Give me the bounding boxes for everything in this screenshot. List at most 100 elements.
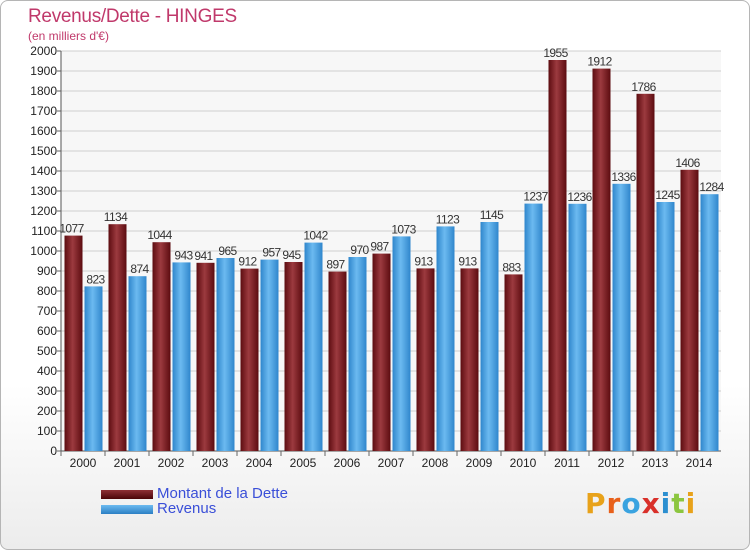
bar-layer: [64, 60, 719, 452]
legend-label-debt: Montant de la Dette: [157, 485, 288, 502]
revenue-value-label: 1145: [480, 208, 504, 222]
logo-letter: i: [685, 487, 697, 520]
legend-label-revenue: Revenus: [157, 500, 217, 517]
debt-value-label: 941: [194, 249, 213, 263]
x-tick-label: 2008: [422, 456, 449, 470]
revenue-bar: [216, 258, 235, 451]
revenue-bar: [128, 276, 147, 451]
revenue-bar: [304, 242, 323, 451]
debt-value-label: 912: [238, 255, 257, 269]
x-tick-label: 2007: [378, 456, 405, 470]
debt-value-label: 913: [414, 254, 433, 268]
y-tick-label: 1100: [31, 224, 57, 238]
debt-bar: [548, 60, 567, 451]
revenue-value-label: 1336: [611, 170, 636, 184]
y-tick-label: 600: [37, 324, 57, 338]
revenue-bar: [84, 286, 103, 451]
y-tick-label: 2000: [30, 44, 57, 58]
debt-bar: [284, 262, 303, 451]
debt-bar: [328, 271, 347, 451]
logo-letter: P: [585, 487, 607, 520]
revenue-value-label: 1236: [567, 190, 592, 204]
debt-value-label: 1406: [675, 156, 700, 170]
x-tick-label: 2006: [334, 456, 361, 470]
debt-value-label: 883: [502, 260, 521, 274]
revenue-value-label: 1042: [303, 229, 328, 243]
y-tick-label: 300: [37, 384, 57, 398]
x-tick-label: 2002: [158, 456, 185, 470]
revenue-bar: [392, 236, 411, 451]
y-tick-label: 0: [50, 444, 57, 458]
debt-value-label: 1044: [147, 228, 172, 242]
y-tick-label: 900: [37, 264, 57, 278]
revenue-value-label: 1245: [655, 188, 680, 202]
legend-swatch-debt: [101, 490, 153, 499]
x-tick-label: 2013: [642, 456, 669, 470]
y-tick-label: 1200: [30, 204, 57, 218]
y-tick-label: 800: [37, 284, 57, 298]
x-tick-label: 2010: [510, 456, 537, 470]
revenue-bar: [612, 183, 631, 452]
logo-letter: r: [606, 487, 622, 520]
debt-bar: [416, 268, 435, 451]
revenue-bar: [436, 226, 455, 451]
revenue-bar: [700, 194, 719, 451]
debt-bar: [460, 268, 479, 451]
x-tick-label: 2000: [70, 456, 97, 470]
logo-letter: i: [660, 487, 672, 520]
y-tick-label: 1500: [30, 144, 57, 158]
y-tick-label: 100: [37, 424, 57, 438]
logo-letter: x: [641, 487, 661, 520]
proxiti-logo: Proxiti: [585, 487, 696, 520]
revenue-bar: [172, 262, 191, 451]
debt-bar: [592, 68, 611, 451]
y-tick-label: 700: [37, 304, 57, 318]
debt-bar: [504, 274, 523, 451]
debt-bar: [636, 93, 655, 452]
x-tick-label: 2011: [554, 456, 580, 470]
debt-value-label: 1077: [59, 222, 84, 236]
debt-value-label: 1134: [104, 210, 128, 224]
y-tick-label: 500: [37, 344, 57, 358]
debt-value-label: 897: [326, 258, 345, 272]
revenue-value-label: 965: [218, 244, 237, 258]
debt-value-label: 987: [370, 240, 389, 254]
revenue-value-label: 957: [262, 246, 281, 260]
y-tick-label: 1300: [30, 184, 57, 198]
x-tick-label: 2009: [466, 456, 493, 470]
chart-title: Revenus/Dette - HINGES: [28, 6, 237, 27]
x-tick-label: 2003: [202, 456, 229, 470]
x-tick-label: 2012: [598, 456, 625, 470]
debt-bar: [680, 169, 699, 452]
y-tick-label: 1400: [30, 164, 57, 178]
logo-letter: o: [621, 487, 642, 520]
x-tick-label: 2004: [246, 456, 273, 470]
x-tick-label: 2001: [114, 456, 141, 470]
debt-value-label: 913: [458, 254, 477, 268]
debt-value-label: 1912: [587, 55, 612, 69]
revenue-bar: [568, 203, 587, 451]
debt-bar: [152, 242, 171, 451]
debt-bar: [108, 224, 127, 451]
revenue-bar: [480, 222, 499, 451]
x-tick-label: 2005: [290, 456, 317, 470]
debt-value-label: 1786: [631, 80, 656, 94]
revenue-value-label: 1123: [436, 212, 460, 226]
revenue-value-label: 823: [86, 272, 105, 286]
debt-value-label: 1955: [543, 46, 568, 60]
debt-value-label: 945: [282, 248, 301, 262]
logo-letter: t: [671, 487, 686, 520]
revenue-bar: [260, 259, 279, 451]
y-tick-label: 1800: [30, 84, 57, 98]
revenue-value-label: 1237: [523, 190, 548, 204]
y-tick-label: 1000: [30, 244, 57, 258]
revenue-value-label: 874: [130, 262, 149, 276]
debt-bar: [64, 235, 83, 451]
debt-bar: [372, 253, 391, 451]
y-tick-label: 1700: [30, 104, 57, 118]
debt-bar: [196, 262, 215, 451]
legend-swatch-revenue: [101, 505, 153, 514]
revenue-value-label: 943: [174, 248, 193, 262]
